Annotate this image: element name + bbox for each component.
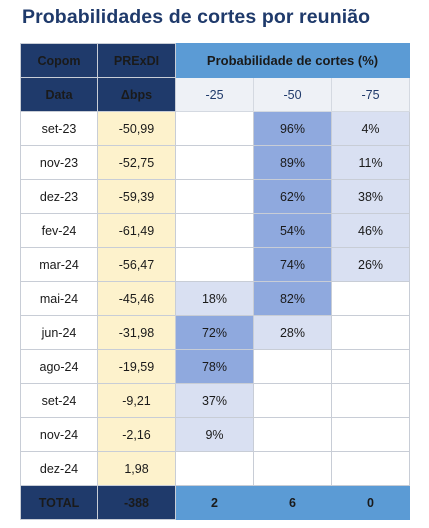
- table-row: set-23 -50,99 96% 4%: [20, 111, 411, 146]
- header-col-75: -75: [330, 77, 411, 112]
- prob-50-cell: 62%: [253, 179, 332, 214]
- bps-cell: -2,16: [97, 417, 176, 452]
- prob-75-cell: [330, 281, 411, 316]
- prob-75-cell: 4%: [330, 111, 411, 146]
- prob-25-cell: [175, 247, 254, 282]
- prob-75-cell: [330, 383, 411, 418]
- date-cell: set-24: [20, 383, 98, 418]
- header-copom: Copom: [20, 43, 98, 78]
- prob-25-cell: 18%: [175, 281, 254, 316]
- header-row-2: Data Δbps -25 -50 -75: [20, 77, 411, 112]
- prob-75-cell: 11%: [330, 145, 411, 180]
- table-row: fev-24 -61,49 54% 46%: [20, 213, 411, 248]
- prob-75-cell: [330, 315, 411, 350]
- bps-cell: -59,39: [97, 179, 176, 214]
- total-count-50: 6: [253, 485, 332, 520]
- date-cell: nov-24: [20, 417, 98, 452]
- prob-25-cell: [175, 111, 254, 146]
- prob-75-cell: 46%: [330, 213, 411, 248]
- date-cell: dez-23: [20, 179, 98, 214]
- bps-cell: -61,49: [97, 213, 176, 248]
- prob-50-cell: 54%: [253, 213, 332, 248]
- prob-25-cell: [175, 213, 254, 248]
- prob-25-cell: [175, 451, 254, 486]
- prob-50-cell: 89%: [253, 145, 332, 180]
- table-row: set-24 -9,21 37%: [20, 383, 411, 418]
- bps-cell: -56,47: [97, 247, 176, 282]
- table-row: ago-24 -19,59 78%: [20, 349, 411, 384]
- prob-75-cell: [330, 349, 411, 384]
- table-row: jun-24 -31,98 72% 28%: [20, 315, 411, 350]
- prob-50-cell: 74%: [253, 247, 332, 282]
- table-row: nov-23 -52,75 89% 11%: [20, 145, 411, 180]
- total-label: TOTAL: [20, 485, 98, 520]
- prob-25-cell: 37%: [175, 383, 254, 418]
- prob-50-cell: [253, 383, 332, 418]
- prob-75-cell: [330, 417, 411, 452]
- bps-cell: -31,98: [97, 315, 176, 350]
- bps-cell: -52,75: [97, 145, 176, 180]
- prob-50-cell: 96%: [253, 111, 332, 146]
- bps-cell: 1,98: [97, 451, 176, 486]
- date-cell: dez-24: [20, 451, 98, 486]
- total-bps: -388: [97, 485, 176, 520]
- prob-75-cell: [330, 451, 411, 486]
- prob-50-cell: 28%: [253, 315, 332, 350]
- prob-50-cell: [253, 451, 332, 486]
- table-row: mar-24 -56,47 74% 26%: [20, 247, 411, 282]
- date-cell: fev-24: [20, 213, 98, 248]
- header-row-1: Copom PRExDI Probabilidade de cortes (%): [20, 43, 411, 78]
- date-cell: set-23: [20, 111, 98, 146]
- header-prob-title: Probabilidade de cortes (%): [174, 43, 411, 78]
- prob-75-cell: 38%: [330, 179, 411, 214]
- prob-75-cell: 26%: [330, 247, 411, 282]
- prob-25-cell: 9%: [175, 417, 254, 452]
- table-row: dez-23 -59,39 62% 38%: [20, 179, 411, 214]
- prob-25-cell: [175, 179, 254, 214]
- prob-25-cell: 78%: [175, 349, 254, 384]
- header-data: Data: [20, 77, 98, 112]
- prob-25-cell: 72%: [175, 315, 254, 350]
- total-count-25: 2: [175, 485, 254, 520]
- header-col-25: -25: [175, 77, 254, 112]
- bps-cell: -50,99: [97, 111, 176, 146]
- date-cell: mar-24: [20, 247, 98, 282]
- table-row: mai-24 -45,46 18% 82%: [20, 281, 411, 316]
- header-dbps: Δbps: [97, 77, 176, 112]
- date-cell: jun-24: [20, 315, 98, 350]
- total-row: TOTAL -388 2 6 0: [20, 485, 411, 520]
- header-prexdi: PRExDI: [97, 43, 176, 78]
- bps-cell: -9,21: [97, 383, 176, 418]
- probability-table: Copom PRExDI Probabilidade de cortes (%)…: [20, 43, 411, 520]
- page-title: Probabilidades de cortes por reunião: [22, 6, 371, 28]
- header-col-50: -50: [253, 77, 332, 112]
- date-cell: nov-23: [20, 145, 98, 180]
- prob-50-cell: [253, 349, 332, 384]
- prob-50-cell: 82%: [253, 281, 332, 316]
- bps-cell: -45,46: [97, 281, 176, 316]
- table-row: dez-24 1,98: [20, 451, 411, 486]
- date-cell: mai-24: [20, 281, 98, 316]
- prob-50-cell: [253, 417, 332, 452]
- bps-cell: -19,59: [97, 349, 176, 384]
- total-count-75: 0: [330, 485, 411, 520]
- prob-25-cell: [175, 145, 254, 180]
- table-row: nov-24 -2,16 9%: [20, 417, 411, 452]
- date-cell: ago-24: [20, 349, 98, 384]
